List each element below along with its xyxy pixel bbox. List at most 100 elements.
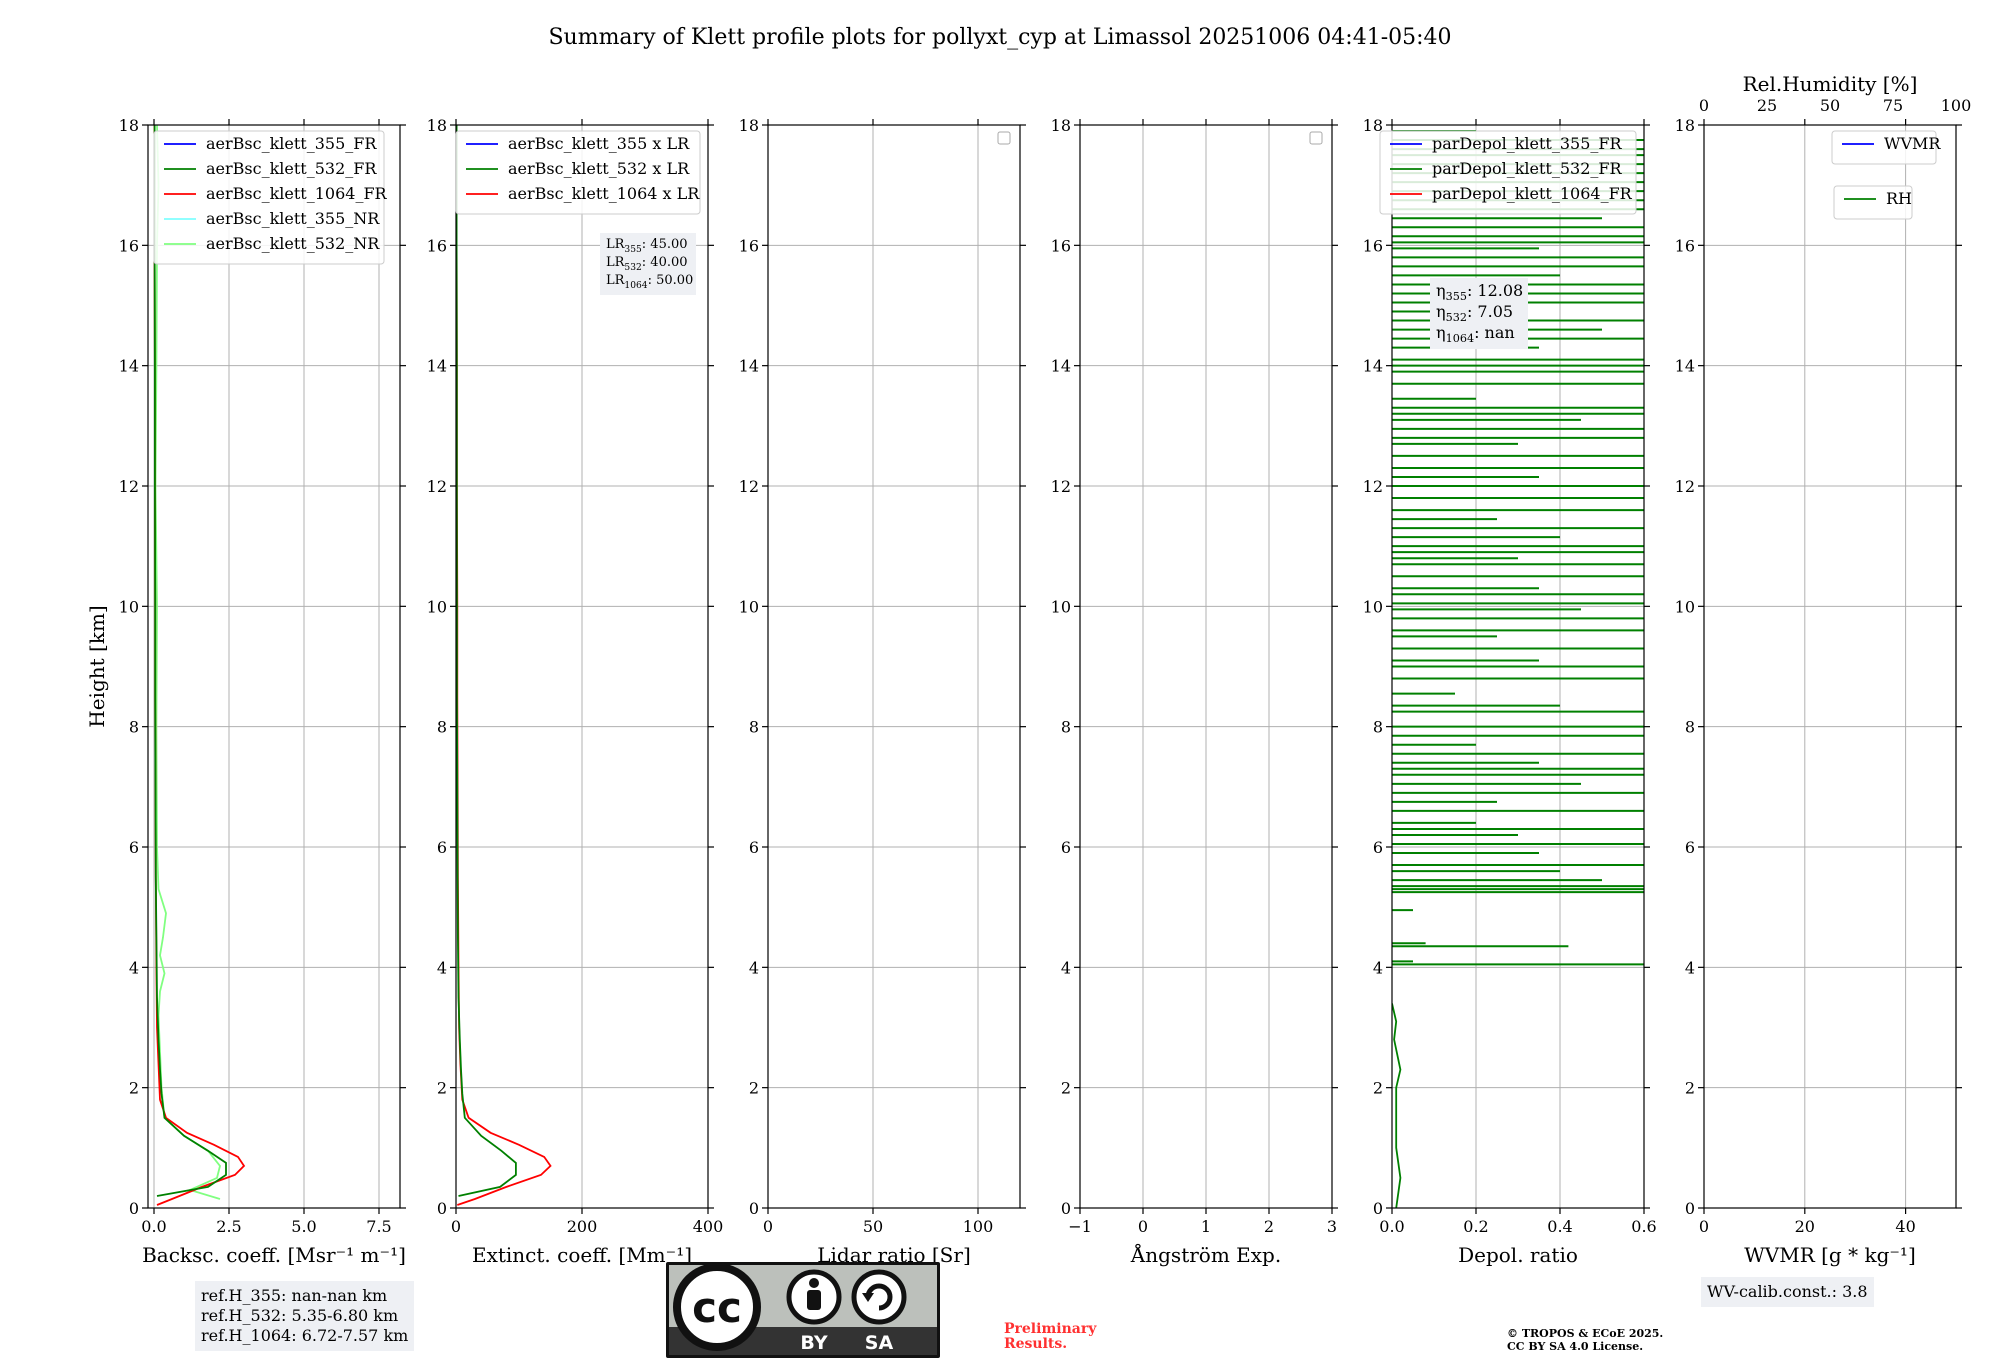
annotation-line: η532: 7.05 (1436, 302, 1513, 324)
y-tick-label: 2 (129, 1079, 139, 1098)
annotation-symbol: LR (606, 237, 626, 252)
y-tick-label: 14 (1675, 357, 1695, 376)
y-tick-label: 10 (1675, 597, 1695, 616)
y-tick-label: 8 (1061, 718, 1071, 737)
y-tick-label: 12 (1363, 477, 1383, 496)
y-tick-label: 18 (739, 116, 759, 135)
panel-bsc: 0 2 4 6 8 10 12 14 16 18 0.0 2.5 5.0 7.5 Backsc. coeff… (85, 116, 406, 1267)
refh-note-line: ref.H_355: nan-nan km (201, 1286, 388, 1305)
legend-entry: aerBsc_klett_355_NR (206, 209, 380, 228)
y-tick-label: 10 (427, 597, 447, 616)
sa-arrow (865, 1283, 893, 1311)
annotation-symbol: η (1436, 302, 1446, 321)
top-x-tick-label: 100 (1941, 96, 1972, 115)
annotation-line: LR532: 40.00 (606, 255, 688, 273)
annotation-subscript: 1064 (624, 281, 647, 291)
legend-box (153, 130, 385, 265)
axes-frame (1703, 124, 1957, 1209)
legend-box (1833, 185, 1913, 220)
y-tick-label: 2 (1373, 1079, 1383, 1098)
wv-calib-text: WV-calib.const.: 3.8 (1707, 1282, 1868, 1301)
x-tick-label: 1 (1201, 1217, 1211, 1236)
x-tick-label: 100 (963, 1217, 994, 1236)
top-x-tick-label: 75 (1883, 96, 1903, 115)
y-tick-label: 12 (1675, 477, 1695, 496)
legend-wvmr: WVMR (1831, 130, 1941, 165)
legend-entry: parDepol_klett_532_FR (1432, 159, 1623, 178)
series-line-green (1392, 1003, 1402, 1208)
annotation-box (600, 233, 696, 295)
y-tick-label: 4 (1061, 958, 1071, 977)
annotation-value: : 40.00 (642, 255, 688, 270)
y-tick-label: 14 (427, 357, 447, 376)
preliminary-line: Results. (1004, 1336, 1068, 1352)
axes-frame (1391, 124, 1645, 1209)
y-tick-label: 6 (1373, 838, 1383, 857)
y-tick-label: 8 (129, 718, 139, 737)
y-tick-label: 18 (119, 116, 139, 135)
person-body (807, 1290, 821, 1310)
y-tick-label: 8 (1685, 718, 1695, 737)
legend-rh: RH (1833, 185, 1913, 220)
cc-circle-icon (673, 1263, 761, 1351)
y-tick-label: 16 (119, 236, 139, 255)
sa-share-icon (851, 1269, 907, 1325)
legend-entry: aerBsc_klett_532_NR (206, 234, 380, 253)
y-tick-label: 6 (129, 838, 139, 857)
y-tick-label: 10 (119, 597, 139, 616)
series-group (456, 125, 552, 1206)
annotation-symbol: η (1436, 281, 1446, 300)
copyright-line: CC BY SA 4.0 License. (1507, 1340, 1644, 1353)
x-tick-label: 400 (693, 1217, 724, 1236)
annotation-line: LR1064: 50.00 (606, 273, 693, 291)
top-x-tick-label: 25 (1757, 96, 1777, 115)
annotation-value: : nan (1474, 323, 1515, 342)
annotation-line: LR355: 45.00 (606, 237, 688, 255)
y-tick-label: 18 (1363, 116, 1383, 135)
by-label: BY (800, 1332, 827, 1354)
x-tick-label: 0.6 (1631, 1217, 1656, 1236)
legend-box (1831, 130, 1937, 165)
series-line-red (456, 125, 552, 1206)
x-tick-label: 0.4 (1547, 1217, 1572, 1236)
x-tick-label: 0.2 (1463, 1217, 1488, 1236)
series-line-lightgreen (154, 125, 221, 1200)
annotation-symbol: LR (606, 273, 626, 288)
x-axis-label: Backsc. coeff. [Msr⁻¹ m⁻¹] (142, 1243, 406, 1267)
y-tick-label: 16 (739, 236, 759, 255)
legend-box (1379, 130, 1637, 215)
x-tick-label: 0.0 (141, 1217, 166, 1236)
annotation-line: η1064: nan (1436, 323, 1515, 345)
y-tick-label: 6 (437, 838, 447, 857)
x-axis-label: Extinct. coeff. [Mm⁻¹] (472, 1243, 692, 1267)
panel-depol: 0 2 4 6 8 10 12 14 16 18 0.0 0.2 0.4 0.6 Depol. ratio p… (1363, 116, 1657, 1267)
legend-entry: WVMR (1884, 134, 1941, 153)
y-tick-label: 16 (1675, 236, 1695, 255)
annotation-symbol: LR (606, 255, 626, 270)
y-tick-label: 8 (749, 718, 759, 737)
annotation-value: : 50.00 (648, 273, 694, 288)
y-tick-label: 10 (1051, 597, 1071, 616)
cc-license-badge[interactable]: cc BY SA (666, 1262, 940, 1358)
y-tick-label: 4 (1373, 958, 1383, 977)
y-tick-label: 16 (427, 236, 447, 255)
annotation-line: η355: 12.08 (1436, 281, 1523, 303)
y-tick-label: 2 (749, 1079, 759, 1098)
y-tick-label: 0 (1373, 1199, 1383, 1218)
preliminary-note: Preliminary Results. (1004, 1322, 1096, 1352)
x-tick-label: 20 (1795, 1217, 1815, 1236)
preliminary-line: Preliminary (1004, 1321, 1097, 1337)
series-group (153, 125, 246, 1206)
top-x-tick-label: 0 (1699, 96, 1709, 115)
legend-entry: aerBsc_klett_1064_FR (206, 184, 388, 203)
legend-entry: aerBsc_klett_355_FR (206, 134, 377, 153)
annotation-symbol: η (1436, 323, 1446, 342)
y-tick-label: 4 (437, 958, 447, 977)
y-tick-label: 2 (1061, 1079, 1071, 1098)
